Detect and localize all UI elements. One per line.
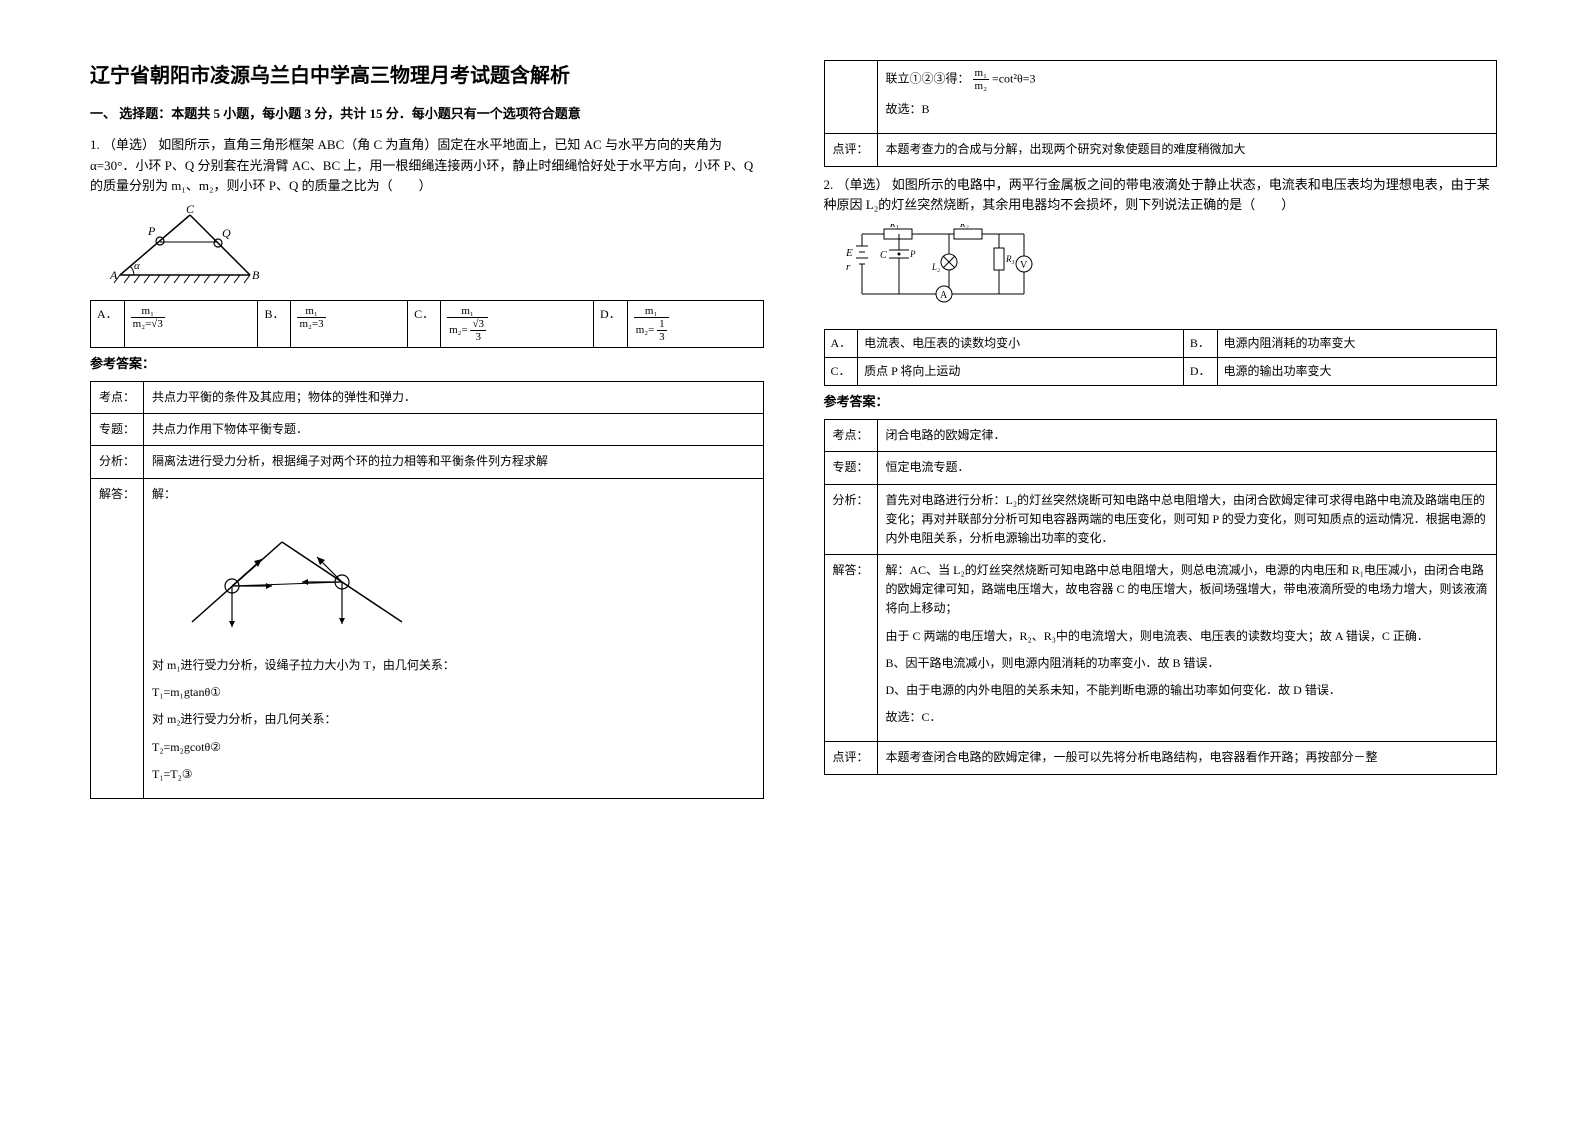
opt-a: 电流表、电压表的读数均变小 [858, 329, 1184, 357]
zhuanti-text: 共点力作用下物体平衡专题． [144, 414, 763, 446]
jieda-cont-empty [824, 61, 877, 134]
jieda-cont-line2: 故选：B [886, 100, 1488, 119]
q2-text: 2. （单选） 如图所示的电路中，两平行金属板之间的带电液滴处于静止状态，电流表… [824, 175, 1498, 217]
q2-number: 2. [824, 177, 834, 192]
jieda-line: D、由于电源的内外电阻的关系未知，不能判断电源的输出功率如何变化．故 D 错误． [886, 681, 1488, 700]
opt-label-d: D． [1183, 358, 1217, 386]
opt-d: 电源的输出功率变大 [1217, 358, 1496, 386]
q1-body: 如图所示，直角三角形框架 ABC（角 C 为直角）固定在水平地面上，已知 AC … [90, 137, 753, 194]
section-heading: 一、 选择题：本题共 5 小题，每小题 3 分，共计 15 分．每小题只有一个选… [90, 104, 764, 125]
q2-solution-table: 考点： 闭合电路的欧姆定律． 专题： 恒定电流专题． 分析： 首先对电路进行分析… [824, 419, 1498, 774]
q1-ref-answer: 参考答案： [90, 354, 764, 375]
fenxi-label: 分析： [91, 446, 144, 478]
opt-d: m₁m₂= 13 [627, 300, 763, 347]
q1-number: 1. [90, 137, 100, 152]
jieda-label: 解答： [824, 555, 877, 742]
svg-text:A: A [110, 268, 118, 282]
dianping-text: 本题考查闭合电路的欧姆定律，一般可以先将分析电路结构，电容器看作开路；再按部分－… [877, 742, 1496, 774]
svg-text:L₂: L₂ [931, 262, 940, 272]
jieda-body: 解： [144, 478, 763, 798]
svg-text:Q: Q [222, 226, 231, 240]
dianping-label: 点评： [824, 134, 877, 166]
opt-b: m₁m₂=3 [291, 300, 408, 347]
q2-figure: E r R₁ R₂ V R₃ [844, 224, 1498, 321]
q1-figure: A B C P Q α [110, 205, 764, 292]
jieda-label: 解答： [91, 478, 144, 798]
jieda-line: 故选：C． [886, 708, 1488, 727]
q1-solution-continuation: 联立①②③得： m₁m₂ =cot²θ=3 故选：B 点评： 本题考查力的合成与… [824, 60, 1498, 167]
opt-c: m₁m₂= √33 [441, 300, 594, 347]
svg-text:C: C [186, 205, 195, 216]
jieda-line: 对 m₁进行受力分析，设绳子拉力大小为 T，由几何关系： [152, 656, 754, 675]
opt-label-c: C． [824, 358, 858, 386]
jieda-line: B、因干路电流减小，则电源内阻消耗的功率变小．故 B 错误． [886, 654, 1488, 673]
svg-text:R₁: R₁ [889, 224, 899, 229]
svg-text:B: B [252, 268, 260, 282]
jieda-line: 解： [152, 485, 754, 504]
zhuanti-label: 专题： [91, 414, 144, 446]
jieda-cont-body: 联立①②③得： m₁m₂ =cot²θ=3 故选：B [877, 61, 1496, 134]
right-column: 联立①②③得： m₁m₂ =cot²θ=3 故选：B 点评： 本题考查力的合成与… [824, 60, 1498, 1062]
svg-text:A: A [940, 290, 948, 301]
fenxi-text: 隔离法进行受力分析，根据绳子对两个环的拉力相等和平衡条件列方程求解 [144, 446, 763, 478]
kaodian-text: 共点力平衡的条件及其应用；物体的弹性和弹力． [144, 382, 763, 414]
q1-solution-table: 考点： 共点力平衡的条件及其应用；物体的弹性和弹力． 专题： 共点力作用下物体平… [90, 381, 764, 799]
q2-ref-answer: 参考答案： [824, 392, 1498, 413]
jieda-line: 解：AC、当 L₂的灯丝突然烧断可知电路中总电阻增大，则总电流减小，电源的内电压… [886, 561, 1488, 619]
q2-body: 如图所示的电路中，两平行金属板之间的带电液滴处于静止状态，电流表和电压表均为理想… [824, 177, 1490, 213]
dianping-label: 点评： [824, 742, 877, 774]
fenxi-text: 首先对电路进行分析：L₂的灯丝突然烧断可知电路中总电阻增大，由闭合欧姆定律可求得… [877, 484, 1496, 555]
kaodian-text: 闭合电路的欧姆定律． [877, 420, 1496, 452]
kaodian-label: 考点： [91, 382, 144, 414]
q1-text: 1. （单选） 如图所示，直角三角形框架 ABC（角 C 为直角）固定在水平地面… [90, 135, 764, 197]
jieda-line: T₂=m₂gcotθ② [152, 738, 754, 757]
opt-c: 质点 P 将向上运动 [858, 358, 1184, 386]
opt-label-b: B． [1183, 329, 1217, 357]
svg-text:C: C [880, 250, 887, 261]
svg-text:V: V [1020, 260, 1028, 271]
jieda-body: 解：AC、当 L₂的灯丝突然烧断可知电路中总电阻增大，则总电流减小，电源的内电压… [877, 555, 1496, 742]
fenxi-label: 分析： [824, 484, 877, 555]
opt-label-a: A． [824, 329, 858, 357]
svg-text:r: r [846, 261, 851, 273]
jieda-line: T₁=m₁gtanθ① [152, 683, 754, 702]
svg-text:α: α [134, 260, 140, 272]
jieda-cont-line1: 联立①②③得： m₁m₂ =cot²θ=3 [886, 67, 1488, 92]
opt-label-b: B． [258, 300, 291, 347]
svg-text:R₂: R₂ [959, 224, 969, 229]
exam-title: 辽宁省朝阳市凌源乌兰白中学高三物理月考试题含解析 [90, 60, 764, 92]
svg-text:P: P [147, 224, 156, 238]
opt-label-a: A． [91, 300, 125, 347]
q1-prefix: （单选） [103, 137, 155, 152]
opt-label-c: C． [408, 300, 441, 347]
jieda-line: 对 m₂进行受力分析，由几何关系： [152, 710, 754, 729]
opt-label-d: D． [594, 300, 628, 347]
q1-solution-figure [172, 512, 754, 648]
svg-text:P: P [909, 249, 916, 259]
q1-options-table: A． m₁m₂=√3 B． m₁m₂=3 C． m₁m₂= √33 D． m₁m… [90, 300, 764, 348]
svg-text:E: E [845, 247, 853, 259]
left-column: 辽宁省朝阳市凌源乌兰白中学高三物理月考试题含解析 一、 选择题：本题共 5 小题… [90, 60, 764, 1062]
svg-text:R₃: R₃ [1005, 254, 1015, 264]
jieda-line: T₁=T₂③ [152, 765, 754, 784]
opt-a: m₁m₂=√3 [124, 300, 258, 347]
kaodian-label: 考点： [824, 420, 877, 452]
opt-b: 电源内阻消耗的功率变大 [1217, 329, 1496, 357]
jieda-line: 由于 C 两端的电压增大，R₂、R₃中的电流增大，则电流表、电压表的读数均变大；… [886, 627, 1488, 646]
q2-options-table: A． 电流表、电压表的读数均变小 B． 电源内阻消耗的功率变大 C． 质点 P … [824, 329, 1498, 386]
zhuanti-label: 专题： [824, 452, 877, 484]
zhuanti-text: 恒定电流专题． [877, 452, 1496, 484]
q2-prefix: （单选） [837, 177, 889, 192]
dianping-text: 本题考查力的合成与分解，出现两个研究对象使题目的难度稍微加大 [877, 134, 1496, 166]
